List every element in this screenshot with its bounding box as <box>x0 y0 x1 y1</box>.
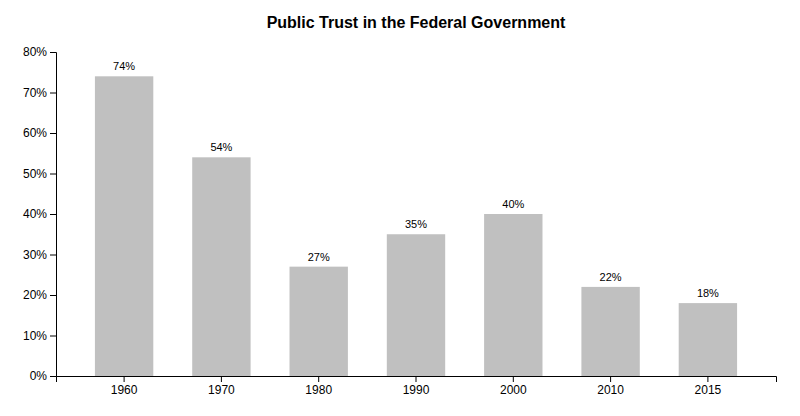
bar <box>484 214 542 376</box>
tick-label: 2000 <box>500 383 527 397</box>
tick-mark <box>50 93 56 94</box>
data-labels: 74% 54% 27% 35% 40% 22% 18% <box>113 60 719 299</box>
axis-line <box>57 377 777 383</box>
data-label: 27% <box>308 251 330 263</box>
bar <box>192 157 250 376</box>
bar <box>290 267 348 376</box>
tick-label: 1960 <box>111 383 138 397</box>
tick-mark <box>50 214 56 215</box>
y-tick: 60% <box>23 126 56 140</box>
tick-mark <box>318 376 319 382</box>
tick-label: 1980 <box>305 383 332 397</box>
tick-mark <box>50 174 56 175</box>
tick-label: 70% <box>23 86 47 100</box>
axis-line <box>50 53 57 377</box>
y-axis: 0% 10% 20% 30% 40% 50% 60% 70% 80% <box>23 45 57 383</box>
plot: 0%10%20%30%40%50%60%70%80%19601970198019… <box>23 45 777 396</box>
data-label: 40% <box>502 198 524 210</box>
tick-label: 1990 <box>403 383 430 397</box>
data-label: 35% <box>405 218 427 230</box>
tick-mark <box>416 376 417 382</box>
tick-mark <box>50 133 56 134</box>
tick-label: 1970 <box>208 383 235 397</box>
x-tick: 1970 <box>208 376 235 397</box>
y-tick: 40% <box>23 207 56 221</box>
tick-mark <box>50 336 56 337</box>
x-tick: 2015 <box>695 376 722 397</box>
tick-label: 40% <box>23 207 47 221</box>
x-tick: 1990 <box>403 376 430 397</box>
tick-mark <box>513 376 514 382</box>
tick-label: 20% <box>23 288 47 302</box>
x-tick: 2000 <box>500 376 527 397</box>
tick-label: 2010 <box>597 383 624 397</box>
tick-mark <box>50 255 56 256</box>
y-tick: 80% <box>23 45 56 59</box>
tick-label: 0% <box>30 369 48 383</box>
tick-mark <box>707 376 708 382</box>
tick-mark <box>221 376 222 382</box>
tick-mark <box>610 376 611 382</box>
bars <box>95 76 737 376</box>
tick-mark <box>50 295 56 296</box>
data-label: 18% <box>697 287 719 299</box>
y-tick: 70% <box>23 86 56 100</box>
tick-label: 60% <box>23 126 47 140</box>
tick-label: 80% <box>23 45 47 59</box>
y-tick: 0% <box>30 369 56 383</box>
tick-mark <box>50 376 56 377</box>
bar <box>581 287 639 376</box>
tick-label: 2015 <box>695 383 722 397</box>
data-label: 74% <box>113 60 135 72</box>
tick-label: 50% <box>23 167 47 181</box>
data-label: 22% <box>600 271 622 283</box>
x-tick: 1980 <box>305 376 332 397</box>
y-tick: 30% <box>23 248 56 262</box>
tick-label: 10% <box>23 329 47 343</box>
y-tick: 10% <box>23 329 56 343</box>
x-tick: 2010 <box>597 376 624 397</box>
tick-mark <box>50 52 56 53</box>
x-axis: 1960 1970 1980 1990 2000 2010 2015 <box>57 376 777 397</box>
tick-mark <box>124 376 125 382</box>
data-label: 54% <box>210 141 232 153</box>
chart: 0%10%20%30%40%50%60%70%80%19601970198019… <box>0 0 800 416</box>
bar <box>95 76 153 376</box>
y-tick: 20% <box>23 288 56 302</box>
bar <box>387 234 445 376</box>
tick-label: 30% <box>23 248 47 262</box>
x-tick: 1960 <box>111 376 138 397</box>
title: Public Trust in the Federal Government <box>267 14 566 31</box>
y-tick: 50% <box>23 167 56 181</box>
bar <box>679 303 737 376</box>
